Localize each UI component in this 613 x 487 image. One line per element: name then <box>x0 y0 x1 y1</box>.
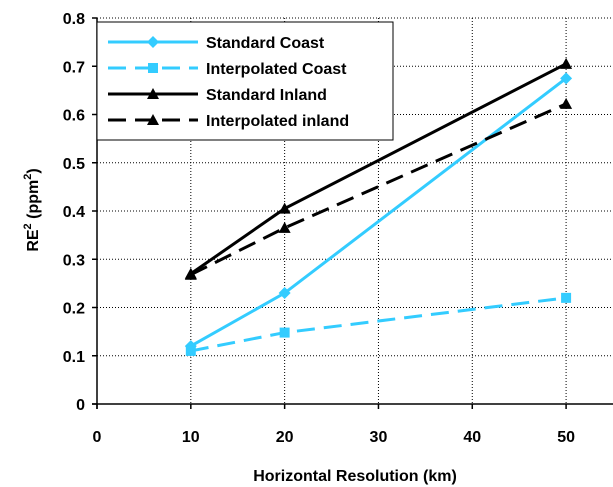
series-line <box>190 102 567 277</box>
legend: Standard Coast Interpolated Coast Standard… <box>96 21 394 141</box>
legend-swatch-marker <box>148 63 158 73</box>
legend-swatch-marker <box>147 36 159 48</box>
legend-label: Interpolated inland <box>206 113 349 130</box>
data-point <box>278 221 291 233</box>
y-tick-label: 0.7 <box>63 59 85 76</box>
legend-label: Interpolated Coast <box>206 61 347 78</box>
series-interpolated-coast <box>185 292 572 356</box>
y-axis-title: RE2 (ppm2) <box>22 168 42 251</box>
y-tick-label: 0.6 <box>63 108 85 125</box>
data-point <box>184 268 197 280</box>
x-tick-label: 40 <box>463 429 481 446</box>
legend-label: Standard Inland <box>206 87 327 104</box>
series-layer <box>184 57 573 356</box>
x-tick-label: 20 <box>276 429 294 446</box>
legend-label: Standard Coast <box>206 35 325 52</box>
tick-labels: 0 0.1 0.2 0.3 0.4 0.5 0.6 0.7 0.8 0 10 20 30 40 50 <box>63 11 575 446</box>
data-point <box>278 202 291 214</box>
y-tick-label: 0.2 <box>63 301 85 318</box>
legend-entry: Interpolated Coast <box>108 61 347 78</box>
legend-swatch-marker <box>147 114 159 125</box>
legend-entry: Standard Coast <box>108 35 325 52</box>
x-tick-label: 30 <box>370 429 388 446</box>
legend-entry: Standard Inland <box>108 87 327 104</box>
data-point <box>279 327 290 338</box>
y-tick-label: 0 <box>76 397 85 414</box>
y-tick-label: 0.3 <box>63 252 85 269</box>
y-tick-label: 0.1 <box>63 349 85 366</box>
legend-entry: Interpolated inland <box>108 113 349 130</box>
data-point <box>561 292 572 303</box>
data-point <box>560 97 573 109</box>
data-point <box>560 57 573 69</box>
legend-swatch-marker <box>147 88 159 99</box>
x-axis-title: Horizontal Resolution (km) <box>253 468 457 485</box>
data-point <box>560 72 573 85</box>
data-point <box>185 345 196 356</box>
x-tick-label: 0 <box>93 429 102 446</box>
series-interpolated-inland <box>184 97 573 280</box>
x-tick-label: 50 <box>557 429 575 446</box>
y-tick-label: 0.8 <box>63 11 85 28</box>
data-point <box>278 287 291 300</box>
y-tick-label: 0.4 <box>63 204 85 221</box>
y-tick-label: 0.5 <box>63 156 85 173</box>
x-tick-label: 10 <box>182 429 200 446</box>
